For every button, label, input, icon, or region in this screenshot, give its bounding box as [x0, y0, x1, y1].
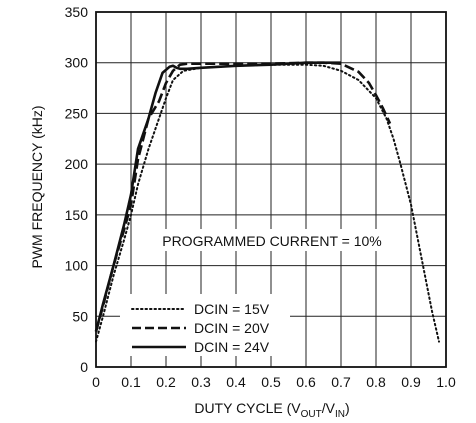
- y-tick-label: 300: [65, 55, 89, 71]
- x-axis-title-sub1: OUT: [301, 409, 322, 420]
- series-line-dashed: [94, 61, 392, 332]
- y-tick-label: 350: [65, 4, 89, 20]
- legend-backdrop: [120, 294, 290, 356]
- x-tick-label: 0.7: [331, 374, 351, 390]
- series-line-solid: [94, 61, 341, 332]
- y-tick-labels: 0 50 100 150 200 250 300 350: [65, 4, 89, 375]
- legend-label-24v: DCIN = 24V: [194, 339, 270, 355]
- x-tick-label: 0.6: [296, 374, 316, 390]
- legend: DCIN = 15V DCIN = 20V DCIN = 24V: [120, 294, 290, 356]
- x-tick-label: 0.5: [261, 374, 281, 390]
- x-tick-label: 0.8: [366, 374, 386, 390]
- x-tick-label: 0.3: [191, 374, 211, 390]
- x-axis-title-mid: /V: [322, 400, 336, 416]
- x-tick-label: 1.0: [436, 374, 456, 390]
- legend-label-20v: DCIN = 20V: [194, 320, 270, 336]
- x-tick-label: 0: [92, 374, 100, 390]
- x-tick-labels: 0 0.1 0.2 0.3 0.4 0.5 0.6 0.7 0.8 0.9 1.0: [92, 374, 456, 390]
- x-tick-label: 0.1: [121, 374, 141, 390]
- y-tick-label: 200: [65, 156, 89, 172]
- x-axis-title-end: ): [345, 400, 350, 416]
- x-tick-label: 0.9: [401, 374, 421, 390]
- legend-label-15v: DCIN = 15V: [194, 301, 270, 317]
- x-tick-label: 0.4: [226, 374, 246, 390]
- y-tick-label: 50: [72, 308, 88, 324]
- y-tick-label: 250: [65, 105, 89, 121]
- y-tick-label: 150: [65, 207, 89, 223]
- series-layer: [94, 61, 440, 343]
- x-axis-title-main: DUTY CYCLE (V: [194, 400, 301, 416]
- plot-frame: [95, 11, 447, 368]
- x-tick-label: 0.2: [156, 374, 176, 390]
- x-axis-title: DUTY CYCLE (VOUT/VIN): [194, 400, 349, 420]
- y-tick-label: 100: [65, 258, 89, 274]
- y-axis-title: PWM FREQUENCY (kHz): [29, 105, 45, 268]
- x-axis-title-sub2: IN: [335, 409, 345, 420]
- annotation-backdrop: [147, 229, 395, 251]
- annotation: PROGRAMMED CURRENT = 10%: [162, 233, 382, 249]
- y-tick-label: 0: [80, 359, 88, 375]
